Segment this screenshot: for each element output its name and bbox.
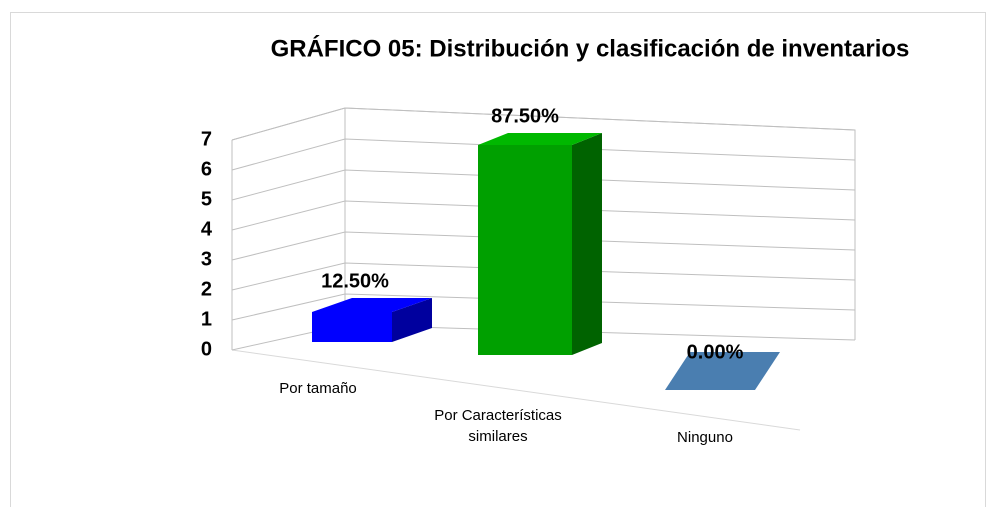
grid-line bbox=[231, 200, 856, 231]
bar-top bbox=[478, 133, 602, 145]
bar bbox=[312, 298, 432, 342]
bar bbox=[478, 133, 602, 355]
bar bbox=[665, 352, 780, 390]
y-tick-label: 3 bbox=[201, 248, 212, 270]
y-tick-label: 5 bbox=[201, 188, 212, 210]
grid-line bbox=[231, 138, 856, 171]
y-tick-label: 7 bbox=[201, 128, 212, 150]
y-tick-label: 1 bbox=[201, 308, 212, 330]
y-tick-label: 2 bbox=[201, 278, 212, 300]
value-label: 0.00% bbox=[687, 341, 744, 363]
chart-title: GRÁFICO 05: Distribución y clasificación… bbox=[271, 34, 910, 62]
x-tick-label: Por tamaño bbox=[279, 380, 357, 397]
bar-side bbox=[572, 133, 602, 355]
bar-front bbox=[312, 312, 392, 342]
y-tick-label: 4 bbox=[201, 218, 213, 240]
value-label: 87.50% bbox=[491, 105, 559, 127]
grid-line bbox=[231, 293, 856, 321]
x-tick-label: Por Características similares bbox=[434, 407, 562, 445]
value-label: 12.50% bbox=[321, 270, 389, 292]
bar-front bbox=[478, 145, 572, 355]
bar-side bbox=[392, 298, 432, 342]
grid-line bbox=[231, 231, 856, 261]
bar-top bbox=[312, 298, 432, 312]
grid-line bbox=[231, 107, 856, 141]
grid-line bbox=[231, 169, 856, 201]
x-tick-label: Ninguno bbox=[677, 429, 733, 446]
grid-line bbox=[231, 262, 856, 291]
bar-top bbox=[665, 352, 780, 390]
floor-edge bbox=[231, 349, 801, 431]
y-tick-label: 6 bbox=[201, 158, 212, 180]
y-tick-label: 0 bbox=[201, 338, 212, 360]
